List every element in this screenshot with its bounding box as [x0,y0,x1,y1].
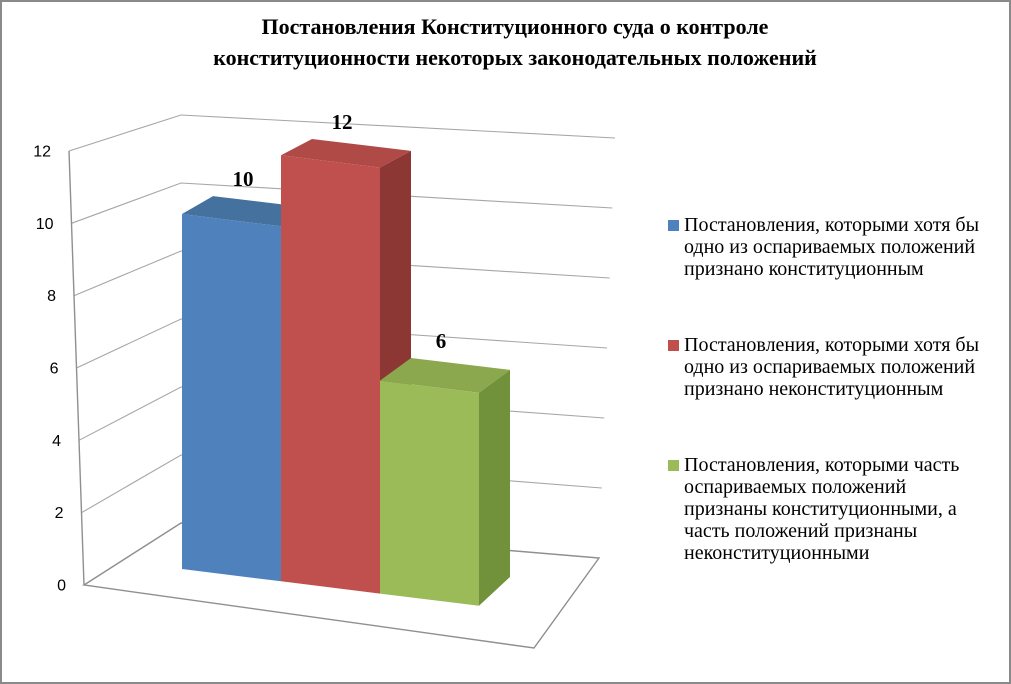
bar-top-face [182,196,312,227]
gridline [68,114,616,152]
legend-item: Постановления, которыми хотя бы одно из … [668,214,1003,280]
bar-front-face [380,380,479,606]
data-label: 10 [233,167,254,191]
gridline [76,318,608,369]
y-tick-label: 6 [50,361,59,378]
chart-title: Постановления Конституционного суда о ко… [213,14,817,70]
legend-item: Постановления, которыми часть оспариваем… [668,454,1003,564]
legend-swatch [668,340,679,351]
y-tick-label: 2 [55,505,64,522]
y-axis [68,150,85,586]
legend-item-label: Постановления, которыми часть оспариваем… [684,454,960,564]
bar-3: 6 [380,329,510,606]
legend: Постановления, которыми хотя бы одно из … [668,2,1008,682]
bar-side-face [479,369,510,606]
legend-item-label: Постановления, которыми хотя бы одно из … [684,214,979,280]
data-label: 12 [332,110,353,134]
gridline [71,182,613,224]
bar-front-face [281,155,380,594]
data-label: 6 [436,329,447,353]
y-axis-labels: 0 2 4 6 8 10 12 [33,144,66,595]
bar-top-face [281,139,411,168]
y-tick-label: 10 [36,216,54,233]
legend-swatch [668,460,679,471]
y-tick-label: 12 [33,144,51,161]
bar-front-face [182,214,281,582]
legend-item: Постановления, которыми хотя бы одно из … [668,334,1003,400]
legend-swatch [668,220,679,231]
gridline [73,250,610,297]
y-tick-label: 0 [57,578,66,595]
y-tick-label: 4 [52,433,61,450]
legend-item-label: Постановления, которыми хотя бы одно из … [684,334,979,400]
y-tick-label: 8 [47,288,56,305]
bar-top-face [380,358,510,393]
